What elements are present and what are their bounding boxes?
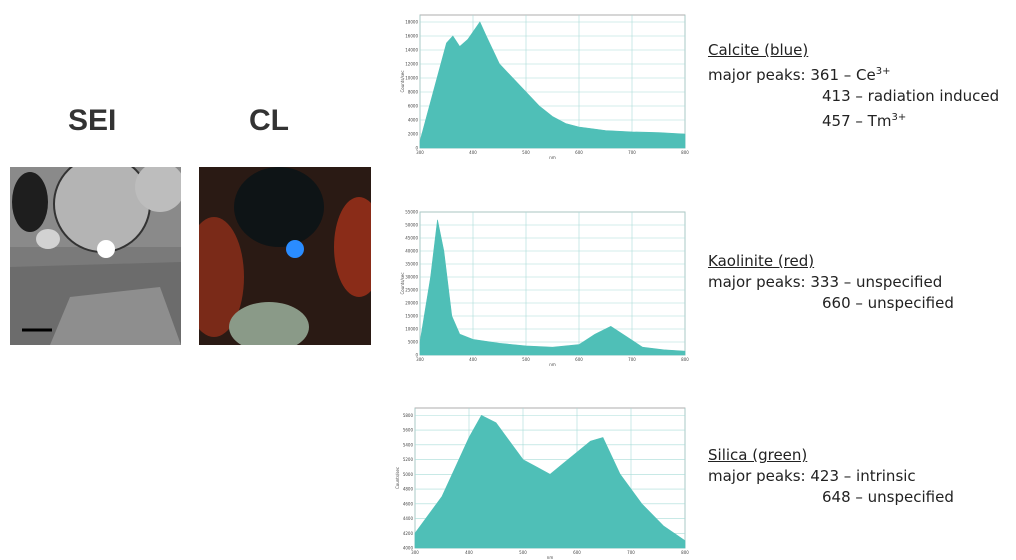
cl-label: CL	[249, 104, 289, 137]
y-tick-label: 5400	[403, 442, 414, 447]
y-axis-label: Counts/sec	[400, 272, 405, 294]
x-tick-label: 300	[411, 550, 419, 555]
peak: 361 – Ce	[810, 66, 876, 84]
peak: 333 – unspecified	[810, 273, 943, 291]
y-tick-label: 5600	[403, 428, 414, 433]
peaks-label: major peaks:	[708, 273, 806, 291]
x-tick-label: 600	[575, 357, 583, 362]
y-tick-label: 35000	[405, 262, 418, 267]
x-tick-label: 800	[681, 357, 689, 362]
y-tick-label: 5000	[408, 340, 419, 345]
peak: 423 – intrinsic	[810, 467, 916, 485]
x-tick-label: 600	[573, 550, 581, 555]
x-tick-label: 800	[681, 150, 689, 155]
x-tick-label: 800	[681, 550, 689, 555]
note-title: Silica (green)	[708, 446, 808, 464]
y-tick-label: 5200	[403, 457, 414, 462]
x-tick-label: 400	[465, 550, 473, 555]
y-tick-label: 0	[415, 146, 418, 151]
y-tick-label: 4600	[403, 501, 414, 506]
y-tick-label: 5800	[403, 413, 414, 418]
x-tick-label: 300	[416, 357, 424, 362]
y-tick-label: 6000	[408, 104, 419, 109]
x-axis-label: nm	[549, 362, 556, 367]
x-tick-label: 500	[519, 550, 527, 555]
calcite-note: Calcite (blue) major peaks: 361 – Ce3+ 4…	[708, 40, 999, 132]
note-title: Kaolinite (red)	[708, 252, 815, 270]
y-tick-label: 4200	[403, 531, 414, 536]
x-tick-label: 300	[416, 150, 424, 155]
note-title: Calcite (blue)	[708, 41, 809, 59]
x-tick-label: 700	[628, 357, 636, 362]
y-tick-label: 4800	[403, 487, 414, 492]
y-tick-label: 2000	[408, 132, 419, 137]
x-axis-label: nm	[549, 155, 556, 160]
peak: 660 – unspecified	[822, 294, 954, 312]
y-tick-label: 15000	[405, 314, 418, 319]
y-tick-label: 4000	[403, 546, 414, 551]
x-tick-label: 700	[627, 550, 635, 555]
silica-note: Silica (green) major peaks: 423 – intrin…	[708, 445, 954, 508]
peak-sup: 3+	[875, 66, 891, 77]
x-tick-label: 600	[575, 150, 583, 155]
sei-image	[10, 167, 181, 345]
peak-sup: 3+	[891, 112, 907, 123]
kaolinite-note: Kaolinite (red) major peaks: 333 – unspe…	[708, 251, 954, 314]
y-tick-label: 4000	[408, 118, 419, 123]
y-tick-label: 18000	[405, 20, 418, 25]
sei-label: SEI	[68, 104, 117, 137]
y-tick-label: 40000	[405, 249, 418, 254]
y-tick-label: 20000	[405, 301, 418, 306]
peaks-label: major peaks:	[708, 66, 806, 84]
x-tick-label: 400	[469, 357, 477, 362]
y-axis-label: Counts/sec	[400, 70, 405, 92]
y-tick-label: 8000	[408, 90, 419, 95]
x-axis-label: nm	[547, 555, 554, 560]
y-tick-label: 10000	[405, 327, 418, 332]
y-tick-label: 16000	[405, 34, 418, 39]
y-tick-label: 14000	[405, 48, 418, 53]
y-tick-label: 10000	[405, 76, 418, 81]
peak: 413 – radiation induced	[822, 87, 1000, 105]
x-tick-label: 500	[522, 150, 530, 155]
cl-image	[199, 167, 371, 345]
x-tick-label: 500	[522, 357, 530, 362]
x-tick-label: 700	[628, 150, 636, 155]
spectrum-area	[419, 219, 686, 356]
y-tick-label: 25000	[405, 288, 418, 293]
y-tick-label: 5000	[403, 472, 414, 477]
y-tick-label: 45000	[405, 236, 418, 241]
x-tick-label: 400	[469, 150, 477, 155]
spectrum-area	[419, 21, 686, 149]
peak: 457 – Tm	[822, 112, 892, 130]
y-tick-label: 55000	[405, 210, 418, 215]
y-tick-label: 30000	[405, 275, 418, 280]
y-tick-label: 0	[415, 353, 418, 358]
y-tick-label: 4400	[403, 516, 414, 521]
spectrum-area	[414, 414, 686, 549]
y-tick-label: 12000	[405, 62, 418, 67]
peaks-label: major peaks:	[708, 467, 806, 485]
y-tick-label: 50000	[405, 223, 418, 228]
y-axis-label: Counts/sec	[395, 467, 400, 489]
peak: 648 – unspecified	[822, 488, 954, 506]
